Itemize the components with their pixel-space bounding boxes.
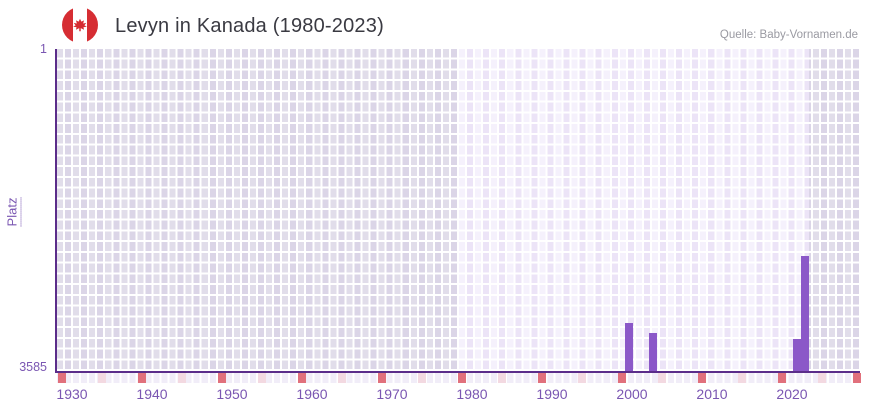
- chart-title: Levyn in Kanada (1980-2023): [115, 15, 384, 37]
- x-axis-year-label: 1960: [296, 386, 328, 402]
- x-axis-decade-tick: [58, 373, 66, 383]
- x-axis-half-decade-tick: [498, 373, 506, 383]
- x-axis-decade-tick: [298, 373, 306, 383]
- x-axis-decade-tick: [378, 373, 386, 383]
- x-axis-half-decade-tick: [258, 373, 266, 383]
- flag-red-band-left: [62, 7, 73, 43]
- x-axis-decade-tick: [698, 373, 706, 383]
- bar-2004[interactable]: [649, 333, 657, 371]
- flag-red-band-right: [87, 7, 98, 43]
- plot-inner: [57, 49, 860, 371]
- bar-2022[interactable]: [793, 339, 801, 371]
- source-attribution: Quelle: Baby-Vornamen.de: [719, 29, 858, 41]
- x-axis-tick-strip: [57, 373, 861, 383]
- x-axis-half-decade-tick: [98, 373, 106, 383]
- x-axis-decade-tick: [458, 373, 466, 383]
- x-axis-half-decade-tick: [818, 373, 826, 383]
- grid-overlay: [57, 49, 860, 371]
- x-axis-decade-tick: [538, 373, 546, 383]
- x-axis-decade-tick: [853, 373, 861, 383]
- x-axis-year-label: 1970: [376, 386, 408, 402]
- x-axis-year-label: 1990: [536, 386, 568, 402]
- x-axis-half-decade-tick: [658, 373, 666, 383]
- x-axis-labels: 1930 1940 1950 1960 1970 1980 1990 2000 2010 2020: [56, 386, 861, 404]
- x-axis-year-label: 1950: [216, 386, 248, 402]
- y-axis-label-bottom: 3585: [19, 360, 47, 374]
- x-axis-decade-tick: [618, 373, 626, 383]
- x-axis-year-label: 1940: [136, 386, 168, 402]
- x-axis-year-label: 1930: [56, 386, 88, 402]
- x-axis-half-decade-tick: [338, 373, 346, 383]
- x-axis-year-label: 2000: [616, 386, 648, 402]
- y-axis-title: Platz: [4, 197, 22, 227]
- x-axis-decade-tick: [138, 373, 146, 383]
- x-axis-half-decade-tick: [738, 373, 746, 383]
- x-axis-half-decade-tick: [578, 373, 586, 383]
- x-axis-year-label: 2020: [776, 386, 808, 402]
- bar-2023[interactable]: [801, 256, 809, 371]
- plot-area: [55, 49, 860, 373]
- x-axis-half-decade-tick: [178, 373, 186, 383]
- x-axis-half-decade-tick: [418, 373, 426, 383]
- x-axis-decade-tick: [778, 373, 786, 383]
- maple-leaf-icon: [73, 18, 87, 32]
- y-axis-label-top: 1: [40, 42, 47, 56]
- x-axis-year-label: 1980: [456, 386, 488, 402]
- x-axis-year-label: 2010: [696, 386, 728, 402]
- x-axis-decade-tick: [218, 373, 226, 383]
- bar-2001[interactable]: [625, 323, 633, 371]
- canada-flag-icon: [62, 7, 98, 43]
